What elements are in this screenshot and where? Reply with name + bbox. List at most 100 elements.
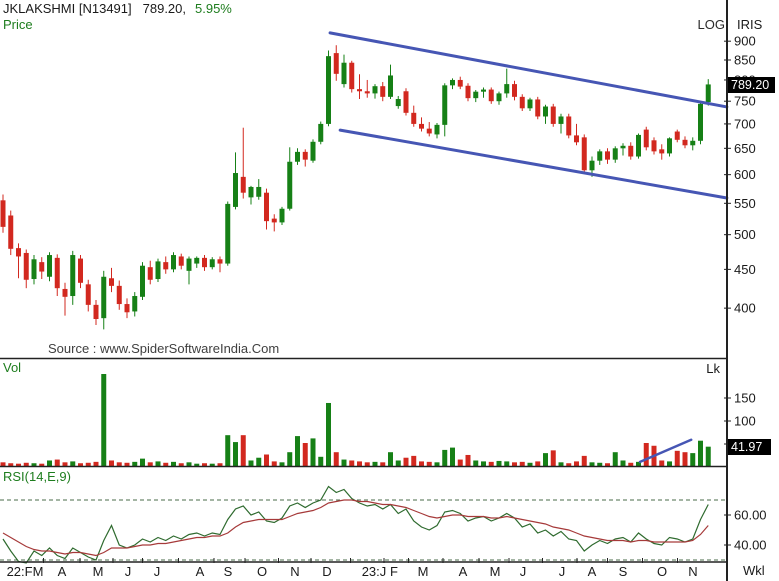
axis-tick-label: 60.00 [734, 508, 767, 523]
volume-bar [163, 462, 169, 466]
volume-bar [496, 460, 502, 466]
volume-bar [605, 463, 610, 466]
axis-tick-label: 500 [734, 227, 756, 242]
axis-tick-label: 900 [734, 34, 756, 49]
volume-bar [419, 461, 424, 466]
volume-bar [0, 462, 6, 466]
candle-body [380, 86, 386, 97]
volume-bar [457, 459, 463, 466]
volume-bar [109, 460, 114, 466]
candle-body [667, 138, 672, 154]
periodicity-label[interactable]: Wkl [743, 563, 765, 578]
candle-body [574, 135, 579, 143]
log-scale-label[interactable]: LOG [697, 17, 725, 32]
volume-bar [574, 461, 579, 466]
candle-body [70, 255, 76, 297]
candle-body [643, 129, 649, 148]
volume-bar [364, 462, 370, 466]
volume-trendline[interactable] [638, 438, 693, 464]
volume-bar [225, 435, 231, 466]
candle-body [78, 258, 83, 283]
volume-bar [380, 462, 386, 466]
volume-bar [70, 461, 76, 466]
volume-bar [310, 438, 316, 466]
volume-bar [589, 462, 595, 466]
volume-bar [659, 460, 665, 466]
volume-bar [403, 457, 409, 466]
volume-bar [147, 462, 153, 466]
last-volume-badge: 41.97 [728, 439, 771, 455]
candle-body [597, 151, 603, 161]
volume-bar [140, 458, 145, 466]
candle-body [419, 123, 424, 129]
volume-bar [566, 463, 572, 466]
volume-bar [248, 460, 254, 466]
volume-bar [233, 442, 238, 466]
candle-body [217, 259, 223, 264]
candle-body [364, 91, 370, 94]
candle-body [341, 62, 347, 85]
volume-bar [395, 460, 401, 466]
candle-body [504, 84, 510, 94]
volume-bar [31, 463, 37, 466]
candle-body [473, 91, 479, 99]
source-watermark: Source : www.SpiderSoftwareIndia.Com [48, 341, 280, 356]
volume-bar [705, 446, 711, 466]
candle-body [426, 128, 432, 134]
axis-tick-label: 400 [734, 301, 756, 316]
volume-bar [62, 462, 68, 466]
candle-body [403, 91, 409, 113]
candle-body [636, 134, 641, 157]
volume-bar [318, 456, 324, 466]
volume-bar [682, 452, 688, 466]
volume-bar [535, 461, 541, 466]
trend-channel-line[interactable] [338, 128, 729, 200]
volume-bar [116, 462, 122, 466]
volume-bar [426, 461, 432, 466]
candle-body [442, 85, 448, 125]
volume-bar [597, 462, 603, 466]
x-axis-label: F [390, 564, 398, 579]
candle-body [295, 151, 300, 162]
trend-channel-line[interactable] [328, 31, 729, 109]
last-price-text: 789.20, [142, 1, 186, 16]
candle-body [698, 103, 703, 141]
candle-body [271, 218, 277, 223]
axis-tick-label: 550 [734, 196, 756, 211]
volume-bar [349, 460, 355, 466]
candle-body [0, 200, 6, 227]
candle-body [147, 267, 153, 280]
candle-body [372, 86, 378, 94]
volume-bar [411, 455, 417, 466]
volume-bar [264, 454, 269, 466]
volume-bar [543, 453, 548, 466]
volume-bar [78, 463, 83, 466]
candle-body [62, 288, 68, 297]
candle-body [465, 85, 471, 99]
candle-body [109, 278, 114, 286]
axis-tick-label: 450 [734, 262, 756, 277]
candle-body [682, 139, 688, 146]
volume-unit-label: Lk [706, 361, 720, 376]
candle-body [550, 106, 556, 124]
x-axis-label: J [559, 564, 566, 579]
x-axis-label: S [619, 564, 628, 579]
x-axis-label: J [125, 564, 132, 579]
volume-bar [620, 460, 626, 466]
volume-bar [39, 463, 45, 466]
candle-body [457, 79, 463, 87]
volume-bar [550, 450, 556, 466]
candle-body [612, 148, 618, 160]
x-axis-label: A [196, 564, 205, 579]
candle-body [202, 257, 207, 268]
candle-body [8, 215, 14, 249]
volume-bar [333, 452, 339, 466]
x-axis-label: N [290, 564, 299, 579]
candle-body [47, 255, 52, 277]
candle-body [264, 192, 269, 222]
volume-bar [47, 460, 52, 466]
x-axis-label: O [257, 564, 267, 579]
candle-body [395, 99, 401, 107]
candle-body [140, 265, 145, 297]
